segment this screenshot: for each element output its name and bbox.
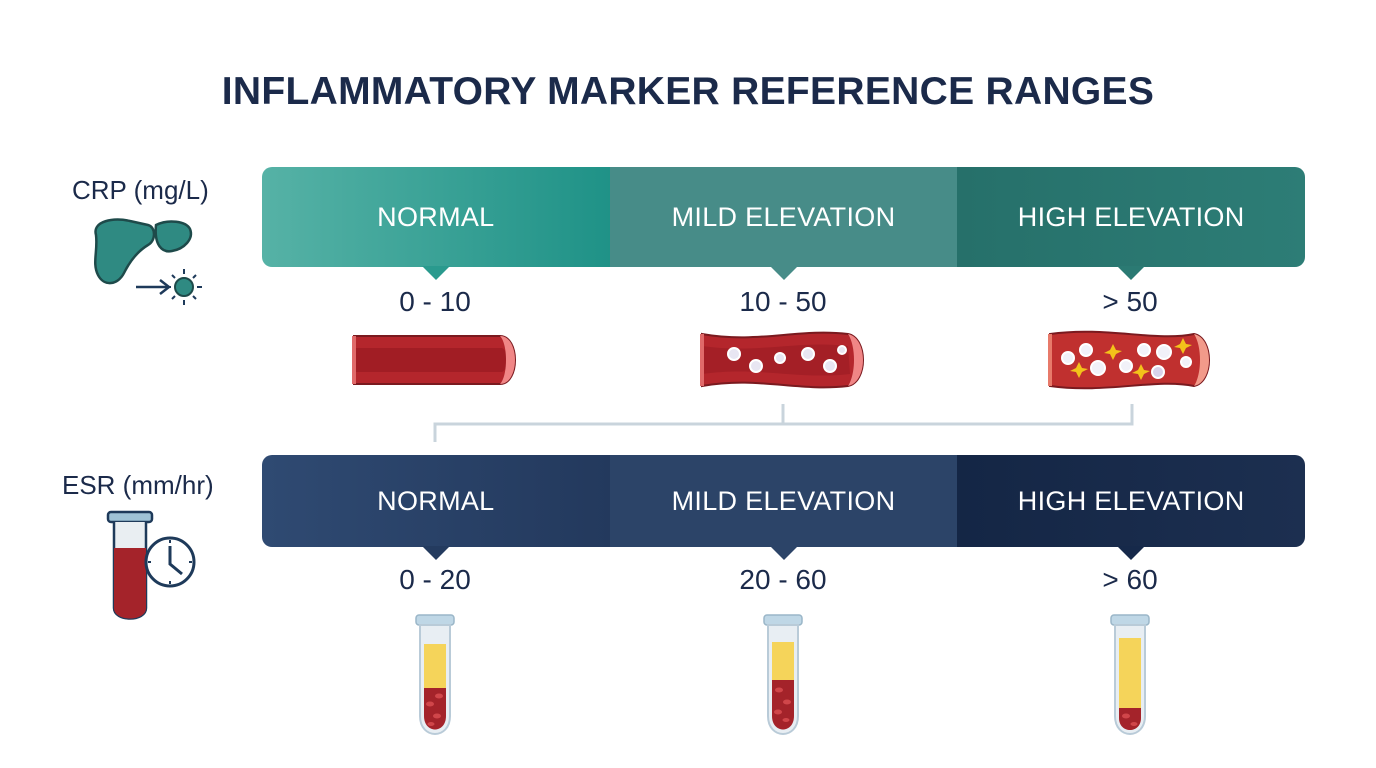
esr-mild-segment: MILD ELEVATION [609, 455, 958, 560]
esr-high-label: HIGH ELEVATION [1017, 485, 1245, 516]
esr-high-segment: HIGH ELEVATION [957, 455, 1306, 560]
crp-normal-label: NORMAL [377, 201, 495, 232]
esr-mild-pointer [769, 546, 798, 560]
esr-normal-segment: NORMAL [262, 455, 610, 560]
esr-normal-range: 0 - 20 [399, 564, 471, 595]
esr-high-range: > 60 [1102, 564, 1158, 595]
esr-range-band: NORMAL MILD ELEVATION HIGH ELEVATION [262, 455, 1306, 560]
crp-normal-pointer [421, 266, 450, 280]
blood-tube-clock-icon [106, 510, 196, 620]
crp-normal-range: 0 - 10 [399, 286, 471, 317]
inflamed-vessel [1048, 330, 1210, 390]
vessel-with-white-cells [700, 331, 864, 389]
crp-high-segment: HIGH ELEVATION [957, 167, 1306, 280]
crp-mild-range: 10 - 50 [739, 286, 827, 317]
connector-lines [433, 404, 1134, 442]
tube-low-sediment [415, 614, 455, 735]
crp-mild-segment: MILD ELEVATION [609, 167, 958, 280]
tube-high-sediment [1110, 614, 1150, 735]
clear-blood-vessel [352, 335, 516, 385]
crp-label: CRP (mg/L) [72, 175, 209, 205]
esr-normal-pointer [421, 546, 450, 560]
esr-mild-range: 20 - 60 [739, 564, 827, 595]
esr-high-pointer [1117, 546, 1146, 560]
esr-normal-label: NORMAL [377, 485, 495, 516]
esr-label: ESR (mm/hr) [62, 470, 214, 500]
crp-high-range: > 50 [1102, 286, 1158, 317]
crp-high-pointer [1117, 266, 1146, 280]
crp-high-label: HIGH ELEVATION [1017, 201, 1245, 232]
esr-mild-label: MILD ELEVATION [671, 485, 896, 516]
crp-mild-label: MILD ELEVATION [671, 201, 896, 232]
crp-range-band: NORMAL MILD ELEVATION HIGH ELEVATION [262, 167, 1306, 280]
crp-mild-pointer [769, 266, 798, 280]
page-title: INFLAMMATORY MARKER REFERENCE RANGES [221, 70, 1155, 113]
tube-medium-sediment [763, 614, 803, 735]
liver-icon [94, 218, 202, 305]
crp-normal-segment: NORMAL [262, 167, 610, 280]
